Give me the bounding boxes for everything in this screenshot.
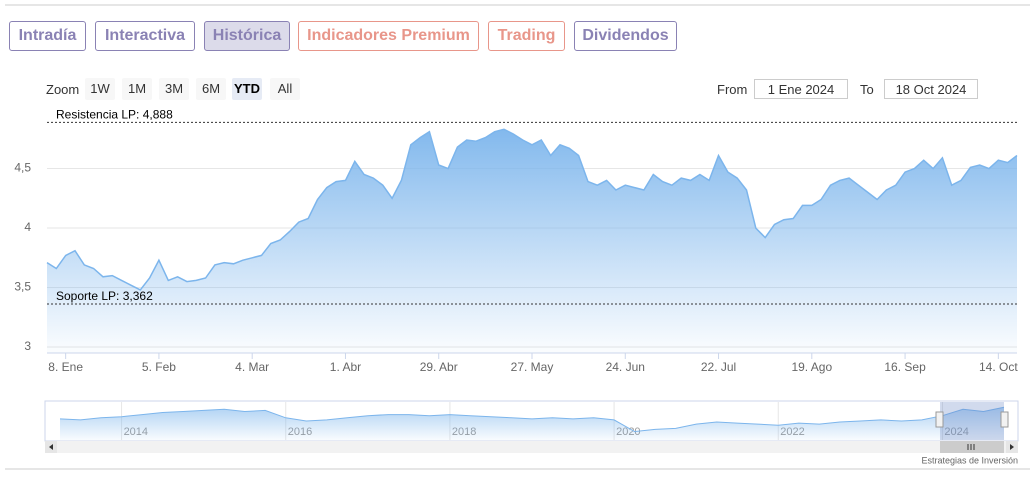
tab[interactable]: Dividendos — [574, 21, 677, 51]
to-input[interactable]: 18 Oct 2024 — [884, 79, 978, 99]
area-line — [46, 128, 1018, 291]
x-tick-label: 24. Jun — [606, 360, 645, 374]
x-tick-label: 29. Abr — [420, 360, 458, 374]
y-tick-label: 3 — [24, 339, 31, 353]
credit: Estrategias de Inversión — [921, 455, 1018, 465]
x-tick-label: 8. Ene — [48, 360, 83, 374]
tab[interactable]: Trading — [488, 21, 565, 51]
area-line — [59, 406, 1005, 433]
x-tick-label: 19. Ago — [791, 360, 832, 374]
scrollbar-grip — [967, 444, 975, 450]
tab[interactable]: Intradía — [9, 21, 86, 51]
x-tick-label: 14. Oct — [979, 360, 1018, 374]
y-tick-label: 3,5 — [14, 280, 31, 294]
zoom-button[interactable]: 3M — [159, 78, 189, 100]
scrollbar-thumb[interactable] — [940, 441, 1004, 453]
area-fill — [60, 407, 1004, 440]
y-tick-label: 4,5 — [14, 161, 31, 175]
scroll-left-arrow — [49, 444, 53, 450]
main-chart: 3 3,5 4 4,5 8. Ene 5. Feb 4. Mar 1. Abr 29. Abr 2… — [14, 108, 1018, 375]
zoom-button[interactable]: 6M — [196, 78, 226, 100]
x-tick-label: 5. Feb — [142, 360, 176, 374]
navigator-selection[interactable] — [940, 402, 1004, 440]
annotation-label: Soporte LP: 3,362 — [56, 289, 153, 303]
annotation-label: Resistencia LP: 4,888 — [56, 108, 173, 122]
zoom-button[interactable]: All — [270, 78, 300, 100]
area-fill — [47, 129, 1017, 353]
zoom-button[interactable]: 1M — [122, 78, 152, 100]
x-tick-label: 27. May — [511, 360, 554, 374]
x-tick-label: 1. Abr — [330, 360, 361, 374]
from-label: From — [717, 82, 748, 97]
x-tick-label: 22. Jul — [701, 360, 736, 374]
tab[interactable]: Interactiva — [95, 21, 195, 51]
zoom-button[interactable]: 1W — [85, 78, 115, 100]
zoom-label: Zoom — [46, 82, 80, 97]
navigator-chart: 201420162018202020222024 — [59, 402, 1005, 440]
tab[interactable]: Indicadores Premium — [298, 21, 479, 51]
y-tick-label: 4 — [24, 220, 31, 234]
from-input[interactable]: 1 Ene 2024 — [754, 79, 848, 99]
navigator-handle-right[interactable] — [1000, 411, 1009, 428]
x-tick-label: 16. Sep — [884, 360, 926, 374]
x-tick-label: 4. Mar — [235, 360, 269, 374]
zoom-button[interactable]: YTD — [232, 78, 262, 100]
to-label: To — [860, 82, 874, 97]
tab[interactable]: Histórica — [204, 21, 290, 51]
scroll-right-arrow — [1010, 444, 1014, 450]
scrollbar-track[interactable] — [45, 441, 1018, 453]
navigator-handle-left[interactable] — [935, 411, 944, 428]
